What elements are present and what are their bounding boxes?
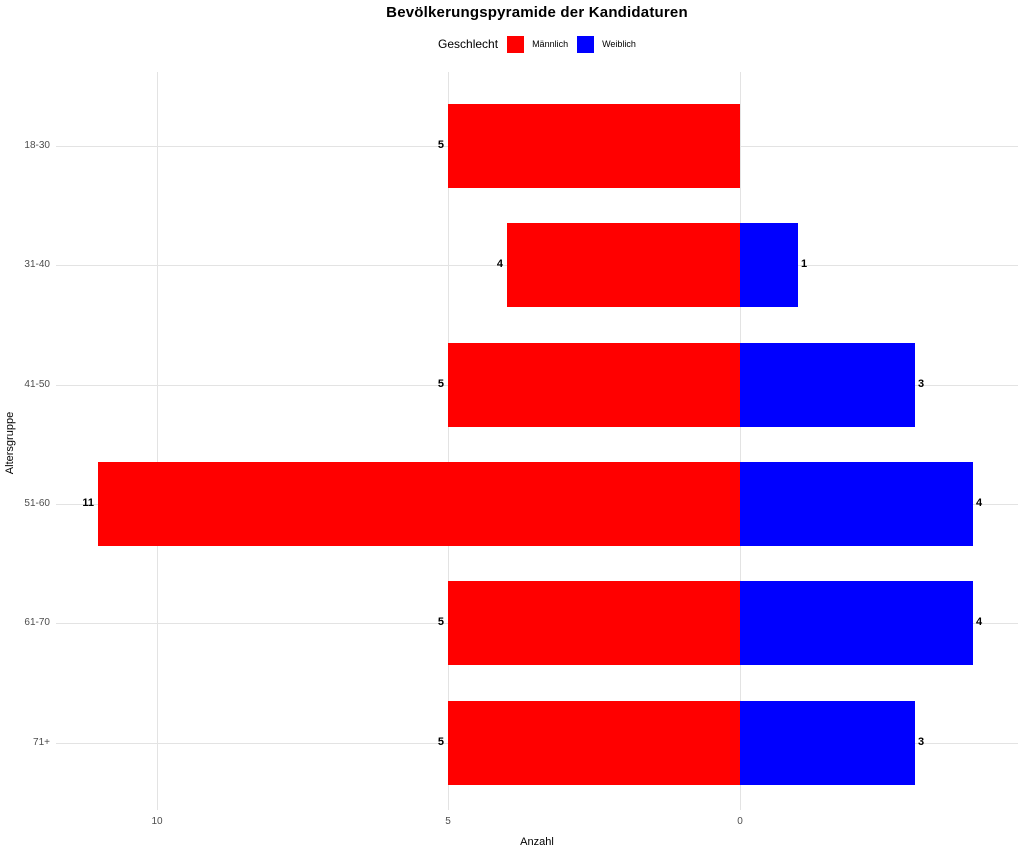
bar-male-41-50 [448,343,740,427]
male-color-swatch-icon [507,35,525,53]
value-label-female-51-60: 4 [976,497,983,509]
bar-male-71plus [448,701,740,785]
legend-item-maennlich: Männlich [507,35,569,53]
legend-title: Geschlecht [438,37,499,51]
value-label-male-61-70: 5 [437,616,444,628]
bar-female-71plus [740,701,915,785]
legend-label-maennlich: Männlich [532,39,569,49]
gridline-x-10 [157,72,158,810]
y-tick-41-50: 41-50 [24,379,50,390]
bar-male-31-40 [507,223,740,307]
value-label-female-61-70: 4 [976,616,983,628]
bar-female-31-40 [740,223,798,307]
value-label-male-41-50: 5 [437,378,444,390]
legend-item-weiblich: Weiblich [577,35,636,53]
value-label-female-71plus: 3 [918,736,925,748]
value-label-male-31-40: 4 [496,258,503,270]
x-axis-title: Anzahl [520,836,554,848]
value-label-female-41-50: 3 [918,378,925,390]
gridline-x-5 [448,72,449,810]
gridline-x-0 [740,72,741,810]
legend: Geschlecht Männlich Weiblich [56,34,1018,54]
legend-label-weiblich: Weiblich [602,39,636,49]
y-tick-51-60: 51-60 [24,498,50,509]
bar-male-18-30 [448,104,740,188]
bar-female-51-60 [740,462,973,546]
value-label-male-71plus: 5 [437,736,444,748]
bar-female-41-50 [740,343,915,427]
y-tick-31-40: 31-40 [24,259,50,270]
y-tick-18-30: 18-30 [24,140,50,151]
chart-title: Bevölkerungspyramide der Kandidaturen [386,4,688,21]
y-tick-71plus: 71+ [33,737,50,748]
x-tick-5: 5 [445,816,451,827]
x-tick-0: 0 [737,816,743,827]
y-axis-title: Altersgruppe [4,411,16,475]
bar-male-61-70 [448,581,740,665]
bar-female-61-70 [740,581,973,665]
bar-male-51-60 [98,462,740,546]
y-tick-61-70: 61-70 [24,617,50,628]
value-label-female-31-40: 1 [801,258,808,270]
female-color-swatch-icon [577,35,595,53]
value-label-male-51-60: 11 [82,497,94,509]
value-label-male-18-30: 5 [437,139,444,151]
x-tick-10: 10 [151,816,163,827]
